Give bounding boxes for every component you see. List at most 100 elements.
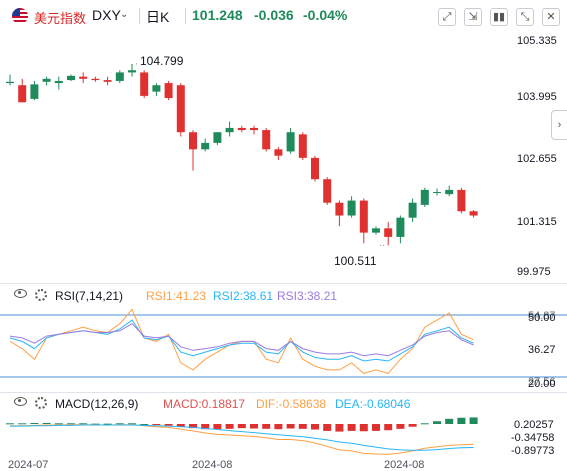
rsi-axis-tick: 20.00 [528, 378, 556, 390]
price-axis-tick: 105.335 [517, 35, 557, 47]
divider [185, 8, 186, 24]
side-panel-toggle[interactable]: › [551, 110, 567, 140]
price-chart[interactable] [0, 32, 567, 282]
macd-histogram-bar [18, 423, 27, 425]
drawing-tool-icon[interactable]: ⇲ [464, 8, 482, 26]
macd-histogram-bar [225, 423, 234, 429]
macd-histogram-bar [445, 418, 454, 424]
macd-title: MACD(12,26,9) [55, 397, 139, 411]
macd-histogram-bar [213, 423, 222, 430]
macd-axis-tick: -0.34758 [511, 432, 555, 444]
eye-icon[interactable] [14, 289, 27, 298]
candle-body [250, 127, 258, 131]
chevron-down-icon[interactable]: ⌄ [120, 9, 129, 20]
macd-histogram-bar [323, 423, 332, 431]
candle-body [384, 228, 393, 237]
last-price: 101.248 [192, 7, 243, 23]
gear-icon[interactable] [35, 397, 47, 409]
candle-body [323, 179, 332, 203]
divider [139, 8, 140, 24]
macd-histogram-bar [262, 423, 271, 429]
macd-histogram-bar [457, 417, 466, 424]
candle-body [30, 84, 39, 99]
period-selector[interactable]: 日K [146, 9, 170, 25]
macd-histogram-bar [396, 423, 405, 429]
candle-body [262, 130, 271, 150]
macd-histogram-bar [311, 423, 319, 430]
macd-histogram-bar [91, 423, 100, 425]
macd-histogram-bar [433, 421, 441, 424]
candle-body [298, 134, 307, 158]
rsi-chart[interactable] [0, 305, 567, 391]
candle-body [372, 228, 380, 233]
rsi2-value: RSI2:38.61 [213, 289, 274, 303]
macd-histogram-bar [115, 423, 124, 425]
macd-histogram-bar [469, 417, 478, 424]
candle-body [67, 75, 75, 81]
macd-histogram-bar [335, 423, 344, 432]
macd-chart[interactable] [0, 413, 567, 459]
low-price-label: 100.511 [334, 254, 377, 268]
rsi-axis-tick-overlap: 27.56 [528, 376, 556, 388]
macd-histogram-bar [286, 423, 295, 429]
macd-histogram-bar [67, 423, 75, 425]
macd-histogram-bar [420, 423, 429, 425]
macd-value: MACD:0.18817 [163, 397, 246, 411]
macd-histogram-bar [42, 422, 51, 424]
rsi3-line [9, 323, 474, 357]
macd-histogram-bar [54, 423, 63, 425]
date-axis-tick: 2024-08 [192, 459, 233, 471]
symbol-name[interactable]: 美元指数 [34, 11, 87, 26]
gear-icon[interactable] [35, 289, 47, 301]
close-icon[interactable]: ✕ [542, 8, 560, 26]
macd-histogram-bar [164, 423, 173, 426]
price-change: -0.036 [254, 7, 294, 23]
candle-body [213, 132, 222, 143]
candle-body [396, 217, 405, 237]
eye-icon[interactable] [14, 397, 27, 406]
symbol-header: 美元指数 DXY ⌄ 日K 101.248 -0.036 -0.04% ⤢ ⇲ … [0, 0, 567, 32]
candle-body [201, 142, 210, 150]
candle-body [79, 76, 88, 79]
candle-body [457, 189, 466, 212]
macd-histogram-bar [201, 423, 210, 430]
macd-histogram-bar [237, 423, 246, 429]
price-change-percent: -0.04% [303, 7, 348, 23]
candle-body [18, 85, 27, 103]
fullscreen-icon[interactable]: ⤡ [516, 8, 534, 26]
candle-body [359, 200, 368, 233]
rsi-axis-tick: 50.00 [528, 312, 556, 324]
candle-body [433, 192, 441, 194]
macd-histogram-bar [6, 423, 14, 425]
macd-histogram-bar [103, 423, 112, 425]
candle-body [274, 149, 283, 156]
candle-body [103, 80, 112, 82]
candle-body [237, 127, 246, 131]
candle-body [91, 78, 100, 81]
high-price-label: 104.799 [140, 54, 184, 68]
candle-body [128, 70, 136, 73]
candle-body [152, 85, 161, 92]
macd-histogram-bar [128, 423, 136, 425]
dea-line [10, 424, 474, 451]
rsi-axis-tick: 36.27 [528, 344, 556, 356]
date-axis-tick: 2024-08 [384, 459, 425, 471]
indicator-icon[interactable]: ▮▮ [490, 8, 508, 26]
candle-body [189, 132, 197, 150]
zoom-icon[interactable]: ⤢ [438, 8, 456, 26]
price-axis-tick: 99.975 [517, 266, 551, 278]
symbol-code[interactable]: DXY [92, 7, 121, 23]
rsi-axis-tick-overlap: 54.87 [528, 310, 556, 322]
candle-body [469, 211, 478, 216]
macd-histogram-bar [347, 423, 356, 431]
macd-histogram-bar [79, 423, 88, 425]
macd-histogram-bar [372, 423, 380, 431]
candle-body [286, 132, 295, 152]
candle-body [225, 127, 234, 133]
candle-body [54, 80, 63, 84]
pane-divider [0, 392, 567, 393]
macd-axis-tick: -0.89773 [511, 445, 555, 457]
price-axis-tick: 102.655 [517, 153, 557, 165]
macd-histogram-bar [30, 422, 39, 424]
macd-histogram-bar [250, 423, 258, 429]
